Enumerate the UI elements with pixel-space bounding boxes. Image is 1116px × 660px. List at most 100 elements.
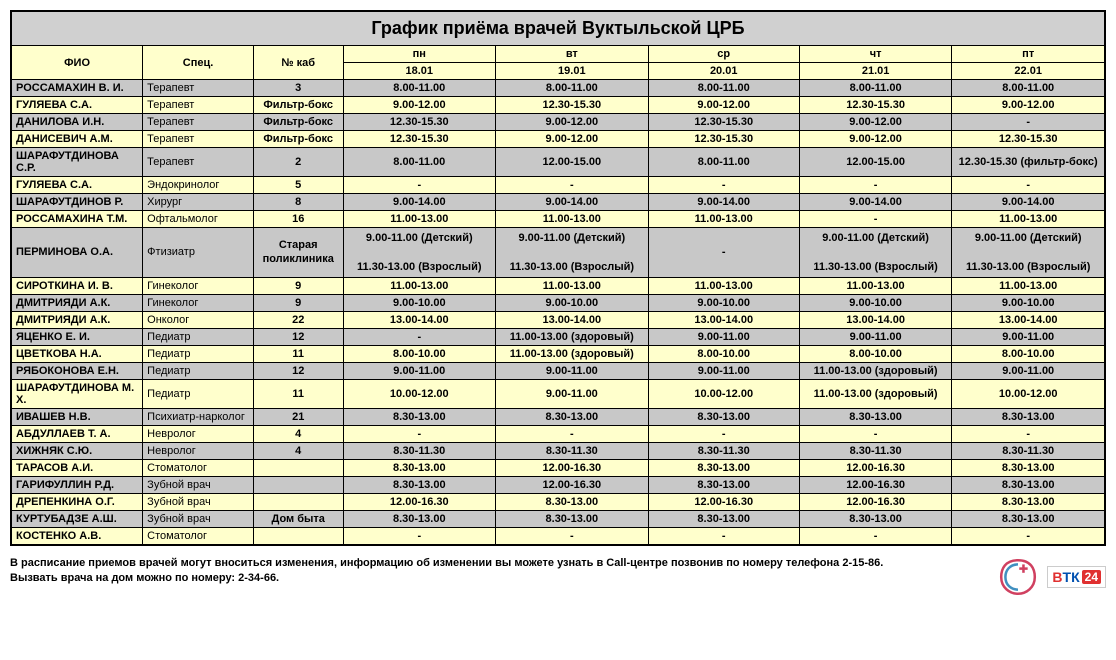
time-slot: 9.00-10.00 xyxy=(343,294,496,311)
time-slot: 9.00-14.00 xyxy=(343,194,496,211)
col-header-room: № каб xyxy=(253,46,343,80)
time-slot: 8.00-11.00 xyxy=(343,148,496,177)
logos: В Т К 24 xyxy=(997,556,1106,598)
doctor-spec: Терапевт xyxy=(143,131,254,148)
table-row: ДАНИЛОВА И.Н.ТерапевтФильтр-бокс12.30-15… xyxy=(12,114,1105,131)
doctor-spec: Терапевт xyxy=(143,97,254,114)
col-header-date: 18.01 xyxy=(343,63,496,80)
time-slot: 10.00-12.00 xyxy=(648,379,799,408)
time-slot: 8.30-13.00 xyxy=(952,493,1105,510)
time-slot: 11.00-13.00 xyxy=(343,211,496,228)
time-slot: 9.00-11.00 xyxy=(648,328,799,345)
room-number: Старая поликлиника xyxy=(253,228,343,278)
doctor-spec: Зубной врач xyxy=(143,493,254,510)
table-row: АБДУЛЛАЕВ Т. А.Невролог4----- xyxy=(12,425,1105,442)
time-slot: 8.30-11.30 xyxy=(952,442,1105,459)
room-number: Фильтр-бокс xyxy=(253,131,343,148)
time-slot: 12.30-15.30 (фильтр-бокс) xyxy=(952,148,1105,177)
time-slot: 9.00-11.00 (Детский) 11.30-13.00 (Взросл… xyxy=(343,228,496,278)
time-slot: 9.00-12.00 xyxy=(496,114,649,131)
time-slot: - xyxy=(799,425,952,442)
room-number: 16 xyxy=(253,211,343,228)
col-header-date: 20.01 xyxy=(648,63,799,80)
col-header-day: пт xyxy=(952,46,1105,63)
col-header-name: ФИО xyxy=(12,46,143,80)
time-slot: 9.00-14.00 xyxy=(952,194,1105,211)
time-slot: 12.00-16.30 xyxy=(496,476,649,493)
time-slot: 8.30-13.00 xyxy=(648,476,799,493)
room-number: 4 xyxy=(253,442,343,459)
time-slot: 9.00-11.00 xyxy=(799,328,952,345)
doctor-name: ДАНИЛОВА И.Н. xyxy=(12,114,143,131)
room-number xyxy=(253,476,343,493)
time-slot: 9.00-10.00 xyxy=(799,294,952,311)
time-slot: 8.00-11.00 xyxy=(496,80,649,97)
doctor-name: ДМИТРИЯДИ А.К. xyxy=(12,311,143,328)
doctor-spec: Невролог xyxy=(143,425,254,442)
time-slot: 9.00-11.00 xyxy=(496,362,649,379)
time-slot: 11.00-13.00 xyxy=(496,277,649,294)
time-slot: 9.00-12.00 xyxy=(799,131,952,148)
btk-letter: В xyxy=(1052,569,1062,585)
time-slot: - xyxy=(952,425,1105,442)
time-slot: 9.00-12.00 xyxy=(496,131,649,148)
time-slot: 11.00-13.00 xyxy=(799,277,952,294)
doctor-spec: Фтизиатр xyxy=(143,228,254,278)
time-slot: 8.30-13.00 xyxy=(496,408,649,425)
time-slot: 8.00-10.00 xyxy=(648,345,799,362)
btk-logo: В Т К 24 xyxy=(1047,566,1106,588)
footer-line: Вызвать врача на дом можно по номеру: 2-… xyxy=(10,571,883,586)
time-slot: 9.00-12.00 xyxy=(952,97,1105,114)
doctor-spec: Терапевт xyxy=(143,80,254,97)
room-number: 21 xyxy=(253,408,343,425)
doctor-name: ГУЛЯЕВА С.А. xyxy=(12,97,143,114)
table-row: ДМИТРИЯДИ А.К.Онколог2213.00-14.0013.00-… xyxy=(12,311,1105,328)
time-slot: 12.00-15.00 xyxy=(799,148,952,177)
time-slot: 8.30-13.00 xyxy=(952,510,1105,527)
medical-logo-icon xyxy=(997,556,1039,598)
doctor-spec: Педиатр xyxy=(143,362,254,379)
room-number xyxy=(253,459,343,476)
time-slot: 11.00-13.00 (здоровый) xyxy=(496,328,649,345)
time-slot: 8.30-13.00 xyxy=(343,459,496,476)
time-slot: 9.00-11.00 (Детский) 11.30-13.00 (Взросл… xyxy=(799,228,952,278)
time-slot: 9.00-11.00 xyxy=(343,362,496,379)
table-row: СИРОТКИНА И. В.Гинеколог911.00-13.0011.0… xyxy=(12,277,1105,294)
time-slot: 8.30-13.00 xyxy=(343,408,496,425)
time-slot: - xyxy=(952,177,1105,194)
footer-line: В расписание приемов врачей могут вносит… xyxy=(10,556,883,571)
table-row: ХИЖНЯК С.Ю.Невролог48.30-11.308.30-11.30… xyxy=(12,442,1105,459)
btk-letter: Т xyxy=(1063,569,1072,585)
room-number: 8 xyxy=(253,194,343,211)
time-slot: 8.30-13.00 xyxy=(952,476,1105,493)
room-number: 3 xyxy=(253,80,343,97)
btk-letter: К xyxy=(1071,569,1080,585)
doctor-name: ЯЦЕНКО Е. И. xyxy=(12,328,143,345)
time-slot: - xyxy=(343,425,496,442)
time-slot: 8.30-11.30 xyxy=(496,442,649,459)
table-row: ЦВЕТКОВА Н.А.Педиатр118.00-10.0011.00-13… xyxy=(12,345,1105,362)
time-slot: 8.30-13.00 xyxy=(343,510,496,527)
table-row: ДАНИСЕВИЧ А.М.ТерапевтФильтр-бокс12.30-1… xyxy=(12,131,1105,148)
table-row: ЯЦЕНКО Е. И.Педиатр12-11.00-13.00 (здоро… xyxy=(12,328,1105,345)
doctor-spec: Гинеколог xyxy=(143,294,254,311)
time-slot: 8.30-13.00 xyxy=(799,510,952,527)
table-row: ДМИТРИЯДИ А.К.Гинеколог99.00-10.009.00-1… xyxy=(12,294,1105,311)
time-slot: 12.30-15.30 xyxy=(496,97,649,114)
doctor-name: ИВАШЕВ Н.В. xyxy=(12,408,143,425)
footer: В расписание приемов врачей могут вносит… xyxy=(10,556,1106,598)
doctor-spec: Хирург xyxy=(143,194,254,211)
doctor-name: ШАРАФУТДИНОВА С.Р. xyxy=(12,148,143,177)
time-slot: - xyxy=(343,177,496,194)
time-slot: 12.30-15.30 xyxy=(952,131,1105,148)
time-slot: 8.00-10.00 xyxy=(952,345,1105,362)
time-slot: 8.00-11.00 xyxy=(343,80,496,97)
room-number: 22 xyxy=(253,311,343,328)
time-slot: - xyxy=(648,177,799,194)
doctor-name: АБДУЛЛАЕВ Т. А. xyxy=(12,425,143,442)
time-slot: - xyxy=(952,114,1105,131)
doctor-spec: Педиатр xyxy=(143,379,254,408)
time-slot: 12.30-15.30 xyxy=(648,114,799,131)
table-row: ПЕРМИНОВА О.А.ФтизиатрСтарая поликлиника… xyxy=(12,228,1105,278)
table-row: ШАРАФУТДИНОВА М. Х.Педиатр1110.00-12.009… xyxy=(12,379,1105,408)
